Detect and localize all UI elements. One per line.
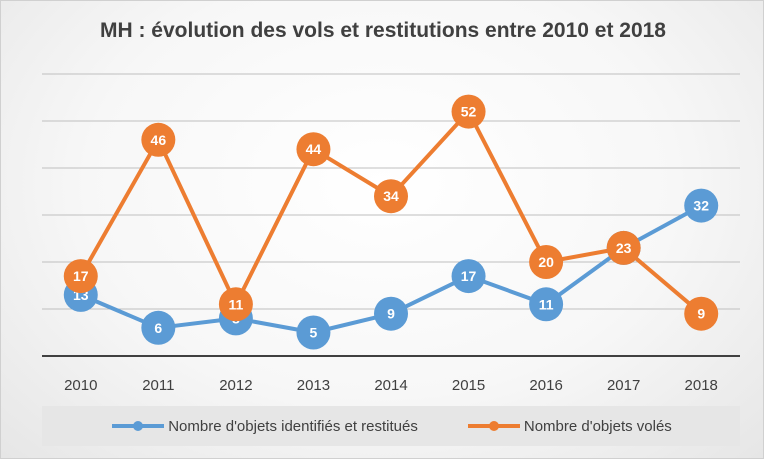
- data-point-0: [529, 287, 564, 322]
- data-label-1: 20: [538, 254, 554, 270]
- chart-title: MH : évolution des vols et restitutions …: [99, 19, 666, 42]
- data-label-1: 34: [383, 188, 399, 204]
- data-label-1: 11: [228, 296, 243, 312]
- data-point-1: [218, 287, 253, 322]
- data-label-1: 52: [461, 104, 477, 120]
- legend: Nombre d'objets identifiés et restitués …: [42, 406, 740, 446]
- data-point-1: [684, 296, 719, 331]
- legend-marker-restitues: [112, 421, 165, 431]
- data-point-1: [451, 94, 486, 129]
- data-label-0: 32: [693, 198, 709, 214]
- data-point-0: [451, 259, 486, 294]
- x-tick-label: 2016: [529, 377, 562, 394]
- data-point-1: [296, 132, 331, 167]
- legend-marker-voles: [467, 421, 520, 431]
- data-label-0: 5: [310, 325, 318, 341]
- data-label-0: 11: [539, 296, 554, 312]
- data-label-1: 23: [616, 240, 632, 256]
- x-tick-label: 2018: [685, 377, 718, 394]
- data-label-0: 17: [461, 268, 477, 284]
- legend-label-restitues: Nombre d'objets identifiés et restitués: [168, 417, 418, 435]
- x-tick-label: 2015: [452, 377, 485, 394]
- data-label-0: 6: [154, 320, 162, 336]
- data-label-1: 46: [151, 132, 167, 148]
- x-tick-label: 2014: [374, 377, 407, 394]
- data-point-0: [374, 296, 408, 331]
- data-point-0: [684, 188, 719, 223]
- data-point-1: [63, 259, 98, 294]
- data-point-1: [606, 230, 641, 265]
- legend-label-voles: Nombre d'objets volés: [523, 417, 672, 435]
- legend-entry-voles: Nombre d'objets volés: [466, 418, 672, 435]
- data-point-1: [529, 245, 564, 279]
- x-tick-label: 2013: [297, 377, 330, 394]
- data-label-0: 9: [387, 306, 395, 322]
- x-tick-label: 2017: [607, 377, 640, 394]
- data-label-1: 17: [73, 268, 89, 284]
- x-tick-label: 2012: [219, 377, 252, 394]
- x-tick-label: 2011: [142, 377, 174, 394]
- data-label-1: 44: [306, 141, 322, 157]
- data-point-1: [374, 179, 408, 214]
- legend-entry-restitues: Nombre d'objets identifiés et restitués: [110, 418, 418, 435]
- data-label-1: 9: [697, 306, 705, 322]
- data-point-1: [141, 122, 176, 157]
- data-point-0: [296, 315, 331, 350]
- data-point-0: [141, 310, 176, 345]
- x-tick-label: 2010: [64, 377, 97, 394]
